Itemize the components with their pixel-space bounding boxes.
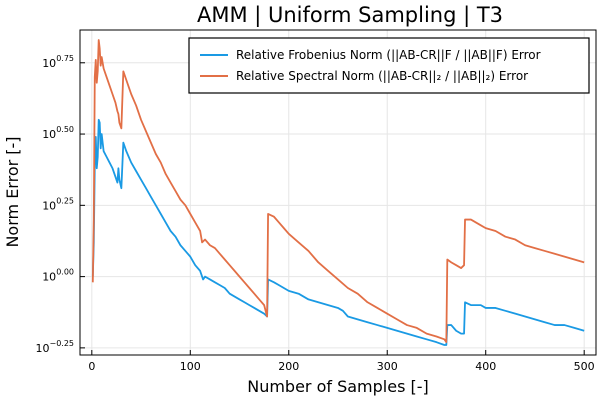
y-tick-label: 100.25	[42, 196, 74, 212]
x-tick-label: 0	[88, 360, 95, 373]
chart-title: AMM | Uniform Sampling | T3	[197, 3, 503, 28]
series-line-spectral	[91, 39, 585, 344]
y-tick-label: 100.50	[42, 125, 74, 141]
series-layer	[91, 39, 585, 346]
x-axis-ticks: 0 100 200 300 400 500	[88, 350, 595, 373]
y-axis-label: Norm Error [-]	[3, 136, 22, 247]
y-axis-ticks: 10−0.25 100.00 100.25 100.50 100.75	[35, 54, 85, 355]
y-tick-label: 100.00	[42, 268, 74, 284]
y-tick-label: 100.75	[42, 54, 74, 70]
y-tick-label: 10−0.25	[35, 339, 74, 355]
x-tick-label: 300	[377, 360, 398, 373]
plot-frame	[79, 29, 597, 356]
legend-label-frobenius: Relative Frobenius Norm (||AB-CR||F / ||…	[236, 48, 541, 62]
legend: Relative Frobenius Norm (||AB-CR||F / ||…	[188, 37, 590, 94]
x-tick-label: 400	[475, 360, 496, 373]
x-tick-label: 500	[574, 360, 595, 373]
x-tick-label: 100	[180, 360, 201, 373]
x-tick-label: 200	[278, 360, 299, 373]
series-line-frobenius	[91, 118, 585, 346]
legend-label-spectral: Relative Spectral Norm (||AB-CR||₂ / ||A…	[236, 69, 528, 83]
x-axis-label: Number of Samples [-]	[247, 377, 429, 396]
legend-box	[188, 37, 590, 94]
